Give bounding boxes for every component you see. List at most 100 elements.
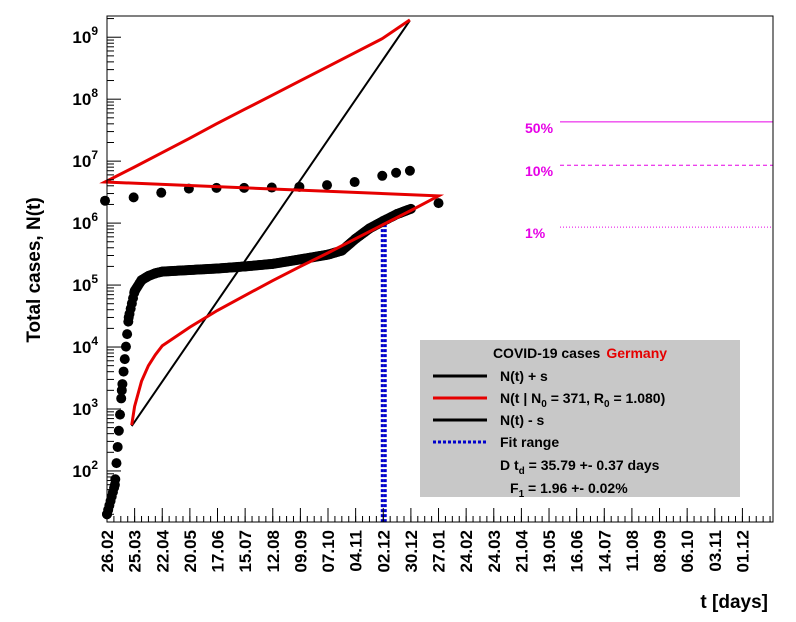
legend-td-prefix: D t	[500, 457, 519, 473]
legend-td-value: = 35.79 +- 0.37 days	[525, 457, 660, 473]
data-point-trail	[113, 425, 124, 436]
x-axis-title: t [days]	[700, 592, 768, 613]
legend-fit-sub1: 0	[604, 399, 610, 410]
legend-f-prefix: F	[510, 480, 519, 496]
series-line-2	[130, 19, 411, 427]
y-tick-exponent: 4	[91, 334, 98, 348]
y-tick-base: 10	[72, 90, 91, 109]
legend-f-sub: 1	[519, 489, 525, 500]
threshold-label: 1%	[525, 225, 546, 241]
data-point-trail	[115, 409, 126, 420]
x-tick-label: 14.07	[595, 530, 614, 573]
x-tick-label: 09.09	[291, 530, 310, 573]
legend-fit-main: N(t | N	[500, 390, 541, 406]
x-tick-label: 04.11	[347, 530, 366, 572]
x-tick-label: 24.03	[485, 530, 504, 573]
data-point-trail	[122, 329, 133, 340]
y-tick-label: 102	[72, 458, 98, 481]
y-tick-label: 104	[72, 334, 98, 357]
data-point-trail	[116, 393, 127, 404]
y-tick-base: 10	[72, 462, 91, 481]
y-tick-exponent: 6	[91, 210, 98, 224]
threshold-lines: 50% 10% 1%	[525, 120, 773, 241]
data-point-trail	[120, 341, 131, 352]
y-tick-base: 10	[72, 152, 91, 171]
legend-title-prefix: COVID-19 cases	[493, 345, 601, 361]
data-point	[128, 192, 139, 203]
data-point-trail	[111, 458, 122, 469]
plot-frame	[106, 15, 774, 523]
y-tick-label: 106	[72, 210, 98, 233]
x-tick-label: 21.04	[512, 529, 531, 572]
x-tick-label: 06.10	[678, 530, 697, 573]
legend-title: COVID-19 cases Germany	[493, 345, 667, 361]
series-line-1	[99, 18, 445, 426]
x-tick-label: 27.01	[430, 530, 449, 573]
data-point-trail	[123, 316, 134, 327]
legend-f-value: = 1.96 +- 0.02%	[524, 480, 628, 496]
x-tick-label: 12.08	[264, 530, 283, 573]
x-tick-label: 24.02	[457, 530, 476, 573]
x-tick-label: 03.11	[706, 530, 725, 572]
legend-f1: F1 = 1.96 +- 0.02%	[510, 480, 628, 500]
data-point-trail	[118, 366, 129, 377]
x-tick-label: 16.06	[568, 530, 587, 573]
data-point-trail	[112, 441, 123, 452]
x-tick-label: 07.10	[319, 530, 338, 573]
legend-entry-upper: N(t) + s	[500, 368, 548, 384]
y-tick-exponent: 7	[91, 148, 98, 162]
data-point	[322, 180, 333, 191]
threshold-label: 10%	[525, 163, 554, 179]
x-tick-label: 20.05	[181, 530, 200, 573]
legend-fit-mid: = 371, R	[547, 390, 604, 406]
x-tick-label: 19.05	[540, 530, 559, 573]
legend-td-sub: d	[519, 466, 525, 477]
y-tick-exponent: 2	[91, 458, 98, 472]
data-point-trail	[119, 354, 130, 365]
y-tick-base: 10	[72, 28, 91, 47]
legend-entry-lower: N(t) - s	[500, 412, 545, 428]
series-lines	[99, 18, 445, 427]
data-point-trail	[117, 379, 128, 390]
y-tick-label: 109	[72, 24, 98, 47]
y-tick-label: 103	[72, 396, 98, 419]
data-point	[391, 167, 402, 178]
data-point	[404, 165, 415, 176]
legend: COVID-19 cases Germany N(t) + s N(t | N0 …	[420, 340, 740, 500]
y-tick-exponent: 9	[91, 24, 98, 38]
x-tick-label: 26.02	[98, 530, 117, 573]
x-tick-label: 02.12	[374, 530, 393, 573]
data-point	[349, 177, 360, 188]
legend-title-country: Germany	[606, 345, 667, 361]
y-tick-base: 10	[72, 400, 91, 419]
x-tick-label: 17.06	[209, 530, 228, 573]
y-tick-exponent: 3	[91, 396, 98, 410]
x-axis-ticks: 26.02 25.03 22.04 20.05 17.06 15.07 12.08 09.09…	[98, 508, 771, 573]
x-tick-label: 01.12	[733, 530, 752, 573]
legend-doubling-time: D td = 35.79 +- 0.37 days	[500, 457, 660, 477]
legend-fit-end: = 1.080)	[610, 390, 666, 406]
y-tick-exponent: 8	[91, 86, 98, 100]
y-axis-title: Total cases, N(t)	[24, 197, 45, 342]
data-point-trail	[110, 474, 121, 485]
y-tick-label: 107	[72, 148, 98, 171]
data-point	[156, 187, 167, 198]
data-point	[377, 170, 388, 181]
x-tick-label: 25.03	[126, 530, 145, 573]
y-tick-base: 10	[72, 214, 91, 233]
legend-entry-fit-range: Fit range	[500, 434, 559, 450]
x-tick-label: 08.09	[651, 530, 670, 573]
x-tick-label: 15.07	[236, 530, 255, 573]
data-point	[100, 195, 111, 206]
x-tick-label: 22.04	[153, 529, 172, 572]
threshold-label: 50%	[525, 120, 554, 136]
legend-entry-fit: N(t | N0 = 371, R0 = 1.080)	[500, 390, 665, 410]
x-tick-label: 30.12	[402, 530, 421, 573]
y-tick-label: 108	[72, 86, 98, 109]
x-tick-label: 11.08	[623, 530, 642, 572]
data-point	[433, 198, 444, 209]
y-tick-base: 10	[72, 276, 91, 295]
